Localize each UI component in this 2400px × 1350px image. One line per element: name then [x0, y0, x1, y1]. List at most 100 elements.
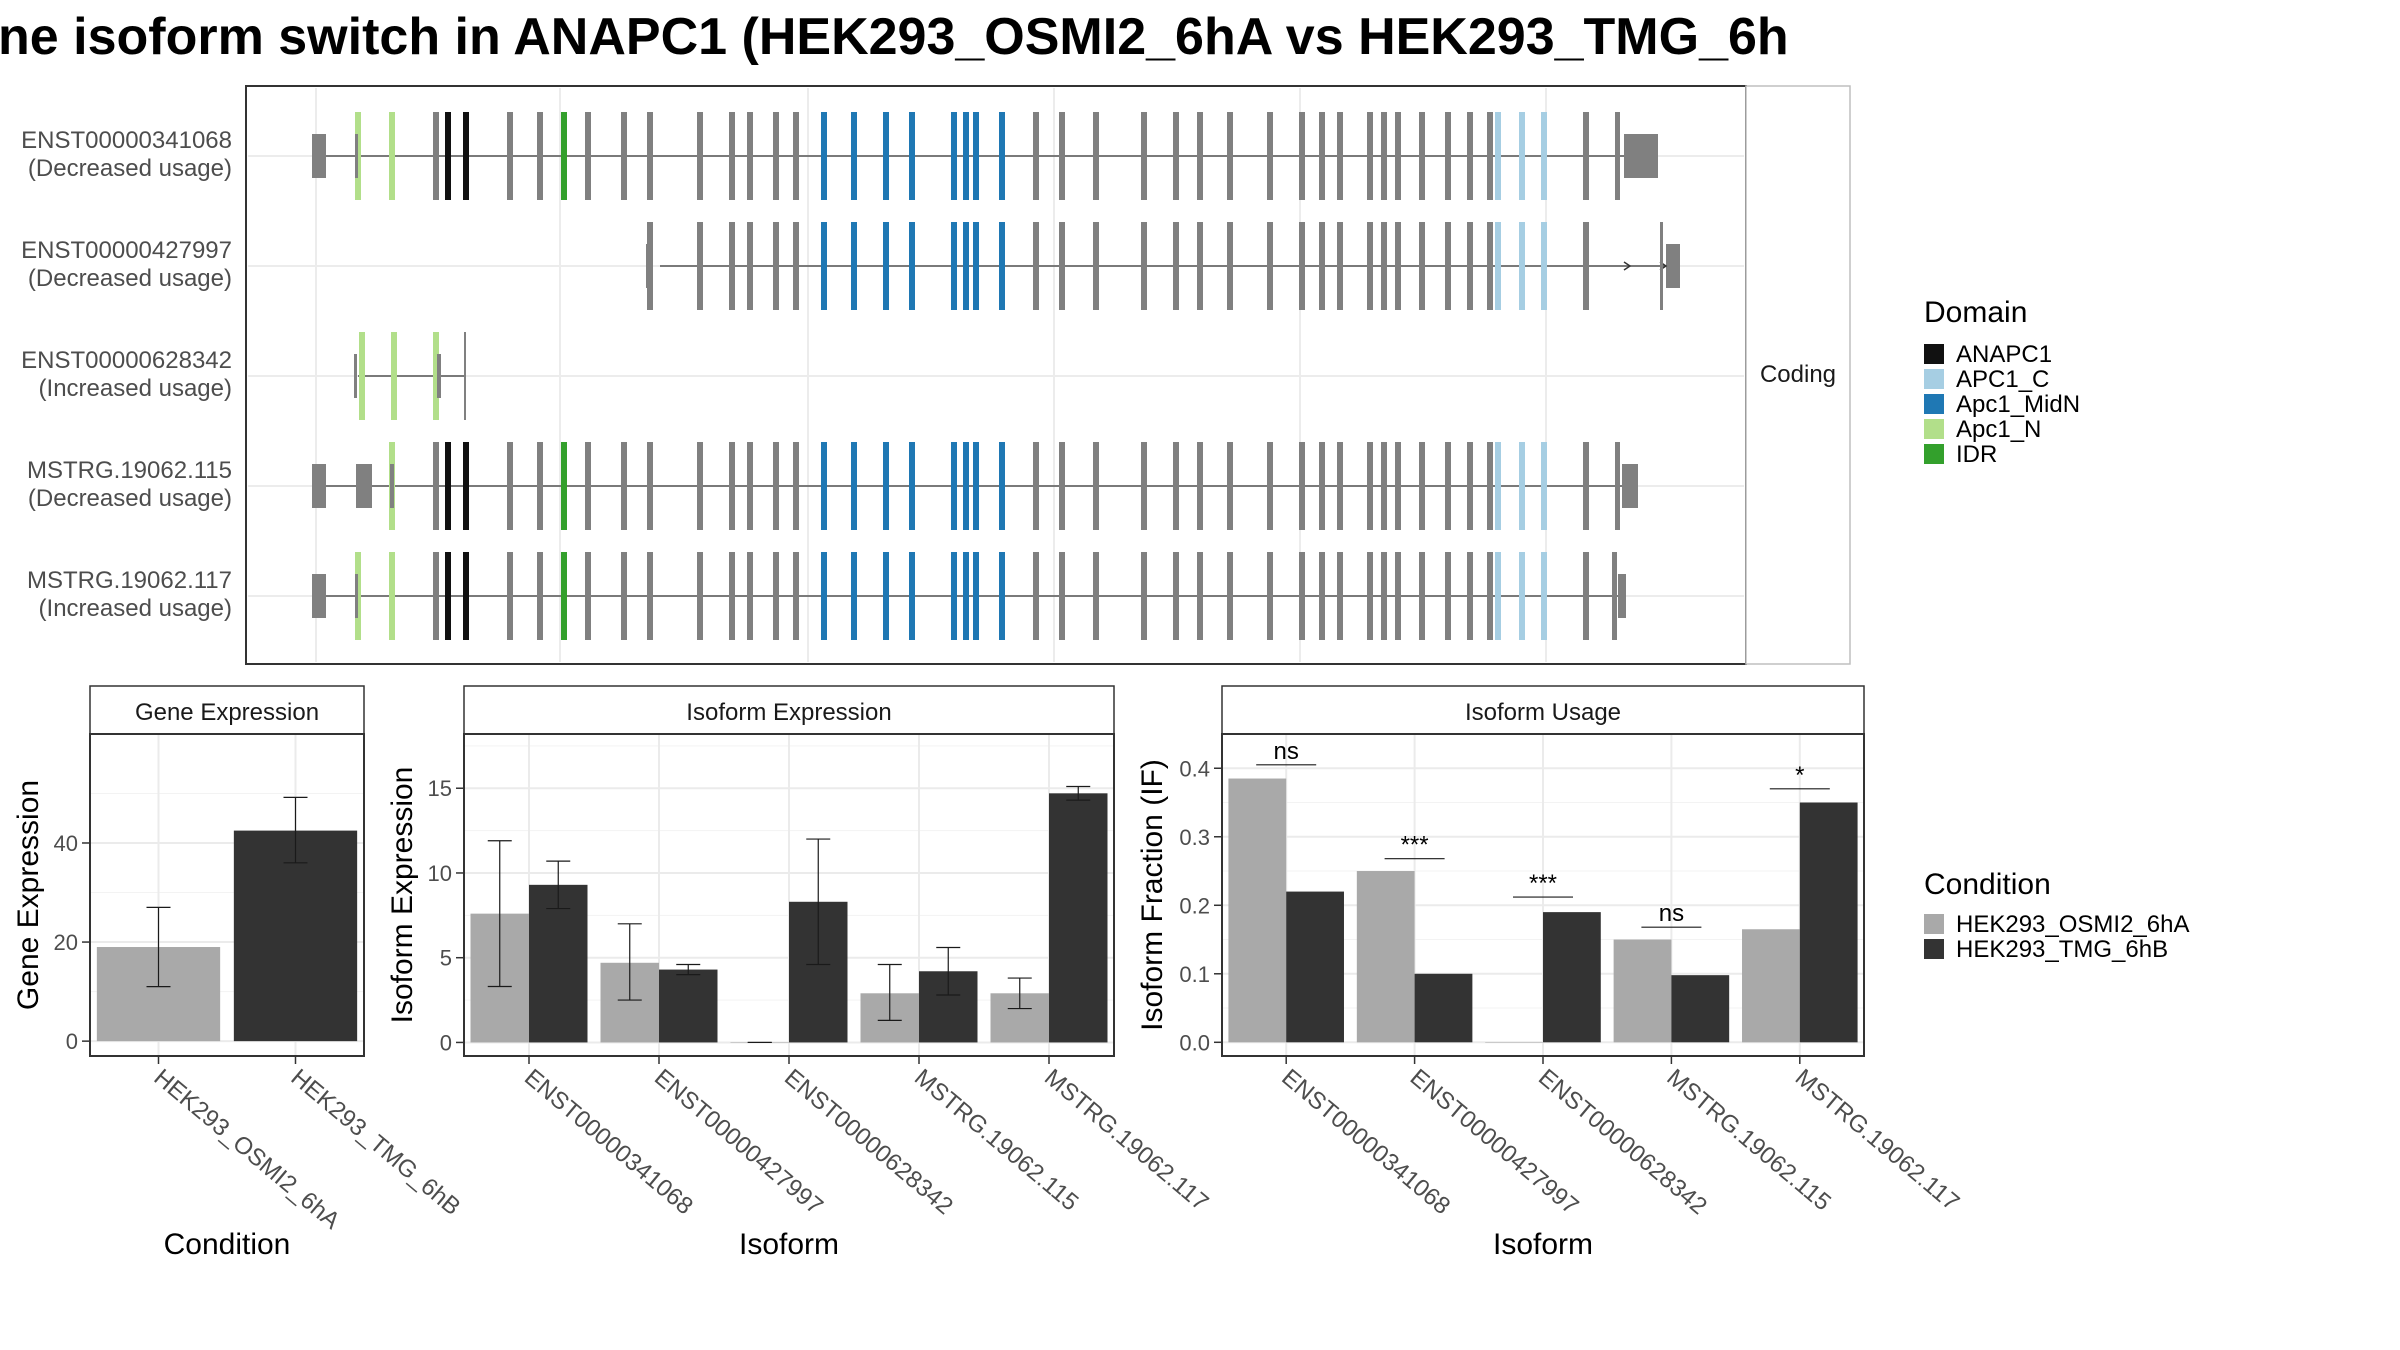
- exon: [821, 442, 827, 530]
- exon: [773, 112, 779, 200]
- exon: [883, 442, 889, 530]
- exon: [883, 112, 889, 200]
- y-tick-label: 0.1: [1179, 962, 1210, 987]
- exon: [647, 552, 653, 640]
- y-tick-label: 40: [54, 831, 78, 856]
- transcript-id-label: ENST00000628342: [21, 347, 232, 374]
- exon: [1583, 222, 1589, 310]
- utr-exon: [1618, 574, 1626, 618]
- exon: [1519, 112, 1525, 200]
- exon: [883, 552, 889, 640]
- exon: [1519, 442, 1525, 530]
- exon: [621, 442, 627, 530]
- exon: [561, 112, 567, 200]
- exon: [1583, 442, 1589, 530]
- exon: [359, 332, 365, 420]
- bar: [1049, 793, 1108, 1043]
- exon: [1583, 112, 1589, 200]
- domain-legend-label: ANAPC1: [1956, 341, 2052, 368]
- transcript-row: [312, 552, 1626, 640]
- utr-exon: [312, 574, 326, 618]
- exon: [1487, 552, 1493, 640]
- y-axis-title: Isoform Fraction (IF): [1136, 759, 1169, 1031]
- exon: [1541, 552, 1547, 640]
- exon: [1173, 222, 1179, 310]
- transcript-row: [646, 222, 1680, 310]
- exon: [463, 112, 469, 200]
- condition-legend-label: HEK293_OSMI2_6hA: [1956, 911, 2189, 938]
- y-tick-label: 0: [66, 1029, 78, 1054]
- exon: [1197, 552, 1203, 640]
- exon: [851, 222, 857, 310]
- exon: [973, 222, 979, 310]
- exon: [793, 222, 799, 310]
- bar: [1799, 802, 1858, 1043]
- exon: [793, 112, 799, 200]
- exon: [697, 222, 703, 310]
- significance-label: ***: [1529, 870, 1557, 897]
- exon: [963, 442, 969, 530]
- exon: [1367, 552, 1373, 640]
- utr-exon: [312, 464, 326, 508]
- exon: [464, 332, 466, 420]
- exon: [1487, 222, 1493, 310]
- domain-legend-swatch: [1924, 344, 1944, 364]
- condition-legend-swatch: [1924, 939, 1944, 959]
- panel-title: Isoform Usage: [1465, 699, 1621, 726]
- significance-label: *: [1795, 762, 1804, 789]
- exon: [1173, 442, 1179, 530]
- bar: [1742, 929, 1800, 1043]
- panel-title: Gene Expression: [135, 699, 319, 726]
- exon: [1395, 552, 1401, 640]
- y-tick-label: 0.0: [1179, 1030, 1210, 1055]
- exon: [1267, 112, 1273, 200]
- exon: [463, 552, 469, 640]
- exon: [999, 442, 1005, 530]
- utr-exon: [356, 464, 372, 508]
- exon: [1467, 442, 1473, 530]
- exon: [585, 112, 591, 200]
- exon: [1487, 442, 1493, 530]
- exon: [1519, 552, 1525, 640]
- domain-legend-swatch: [1924, 419, 1944, 439]
- exon: [1197, 222, 1203, 310]
- exon: [1395, 112, 1401, 200]
- exon: [1467, 222, 1473, 310]
- exon: [1093, 112, 1099, 200]
- utr-exon: [1624, 134, 1658, 178]
- exon: [389, 552, 395, 640]
- exon: [1033, 222, 1039, 310]
- exon: [621, 552, 627, 640]
- utr-exon: [1666, 244, 1680, 288]
- bar: [1485, 1042, 1543, 1043]
- utr-exon: [1622, 464, 1638, 508]
- figure-title: ne isoform switch in ANAPC1 (HEK293_OSMI…: [0, 8, 1789, 66]
- y-axis-title: Isoform Expression: [386, 767, 419, 1024]
- exon: [355, 574, 358, 618]
- exon: [747, 442, 753, 530]
- exon: [1445, 552, 1451, 640]
- exon: [1541, 112, 1547, 200]
- exon: [883, 222, 889, 310]
- isoform-usage-chart: Isoform Usagens******ns*0.00.10.20.30.4E…: [1136, 685, 1964, 1261]
- exon: [355, 134, 358, 178]
- bar: [659, 969, 718, 1043]
- exon: [1395, 222, 1401, 310]
- utr-exon: [312, 134, 326, 178]
- exon: [821, 222, 827, 310]
- exon: [433, 112, 439, 200]
- exon: [1173, 112, 1179, 200]
- exon: [729, 552, 735, 640]
- exon: [1419, 552, 1425, 640]
- exon: [1227, 442, 1233, 530]
- exon: [445, 112, 451, 200]
- x-axis-title: Isoform: [1493, 1228, 1593, 1261]
- exon: [1319, 112, 1325, 200]
- bar: [1671, 975, 1730, 1043]
- transcript-row: [312, 442, 1638, 530]
- exon: [821, 552, 827, 640]
- bar: [1414, 973, 1473, 1043]
- exon: [747, 112, 753, 200]
